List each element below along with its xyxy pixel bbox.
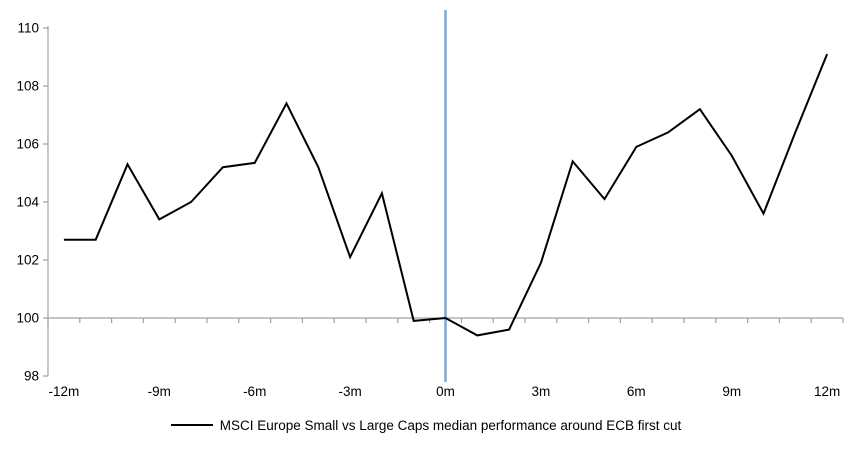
x-tick-label: 0m	[436, 384, 455, 399]
x-tick-label: 12m	[814, 384, 840, 399]
series-line	[63, 53, 829, 337]
y-tick-label: 108	[16, 79, 39, 94]
x-tick-label: 3m	[532, 384, 551, 399]
y-tick-label: 98	[24, 369, 39, 384]
x-tick-label: -6m	[243, 384, 266, 399]
chart-legend: MSCI Europe Small vs Large Caps median p…	[0, 416, 852, 434]
x-tick-label: -9m	[148, 384, 171, 399]
y-tick-label: 110	[17, 21, 39, 36]
y-tick-label: 106	[16, 137, 39, 152]
legend-label: MSCI Europe Small vs Large Caps median p…	[219, 417, 682, 433]
y-tick-label: 102	[16, 253, 39, 268]
y-tick-label: 100	[16, 311, 39, 326]
legend-line-sample	[170, 424, 213, 426]
x-tick-label: 9m	[722, 384, 741, 399]
x-tick-label: 6m	[627, 384, 646, 399]
y-tick-label: 104	[16, 195, 39, 210]
x-tick-label: -12m	[49, 384, 80, 399]
x-tick-label: -3m	[338, 384, 361, 399]
